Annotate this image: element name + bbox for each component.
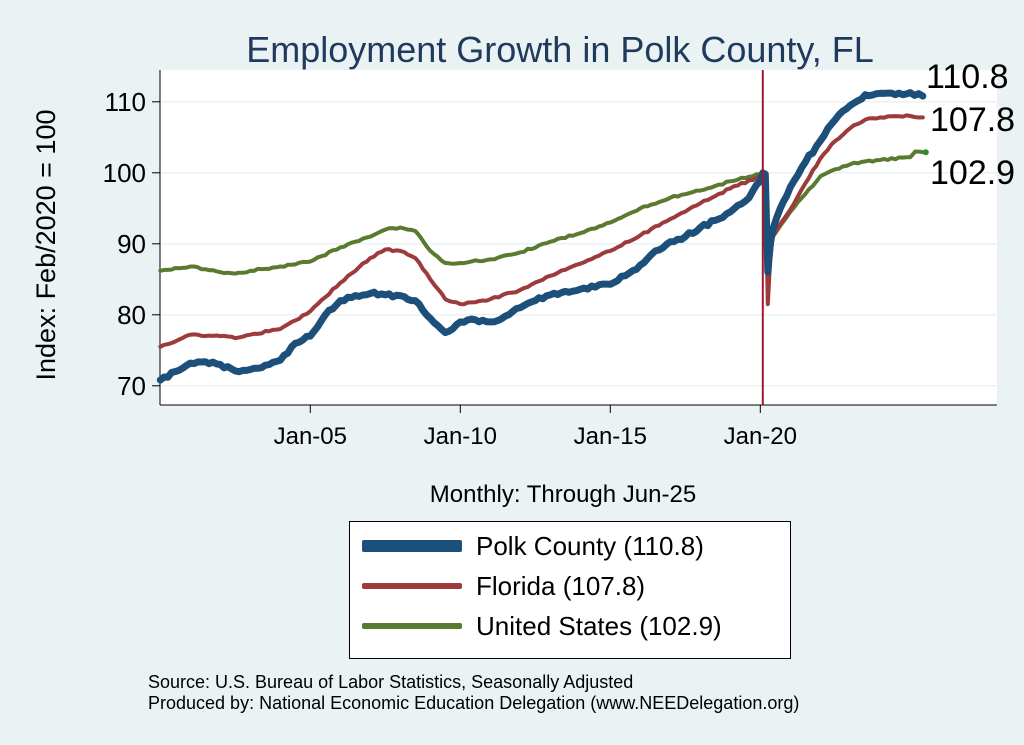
source-line: Source: U.S. Bureau of Labor Statistics,… xyxy=(148,672,634,692)
series-line-united-states xyxy=(158,149,925,276)
y-tick-label: 70 xyxy=(117,371,146,401)
legend-swatch-united-states xyxy=(362,623,462,629)
series-line-florida xyxy=(158,113,925,349)
chart-legend: Polk County (110.8) Florida (107.8) Unit… xyxy=(349,521,791,659)
x-tick-label: Jan-15 xyxy=(574,423,647,450)
legend-swatch-polk xyxy=(362,540,462,552)
chart-title: Employment Growth in Polk County, FL xyxy=(246,29,874,70)
x-tick-label: Jan-20 xyxy=(724,423,797,450)
y-tick-label: 100 xyxy=(103,158,146,188)
legend-item-polk: Polk County (110.8) xyxy=(362,531,704,561)
end-label-united-states: 102.9 xyxy=(930,154,1015,192)
legend-swatch-florida xyxy=(362,583,462,589)
x-tick-label: Jan-05 xyxy=(274,423,347,450)
end-label-florida: 107.8 xyxy=(930,101,1015,139)
legend-item-united-states: United States (102.9) xyxy=(362,611,722,641)
series-line-polk xyxy=(156,89,927,384)
end-marker-united-states xyxy=(922,149,929,156)
legend-label-polk: Polk County (110.8) xyxy=(476,530,704,561)
end-label-polk: 110.8 xyxy=(926,58,1009,96)
y-axis-label: Index: Feb/2020 = 100 xyxy=(31,110,61,381)
legend-item-florida: Florida (107.8) xyxy=(362,571,645,601)
x-tick-label: Jan-10 xyxy=(424,423,497,450)
y-tick-label: 90 xyxy=(117,229,146,259)
produced-by-line: Produced by: National Economic Education… xyxy=(148,693,800,713)
x-axis-label: Monthly: Through Jun-25 xyxy=(430,481,696,508)
legend-label-united-states: United States (102.9) xyxy=(476,610,722,641)
legend-label-florida: Florida (107.8) xyxy=(476,570,646,601)
source-note: Source: U.S. Bureau of Labor Statistics,… xyxy=(148,672,799,714)
y-tick-label: 110 xyxy=(105,87,146,117)
y-tick-label: 80 xyxy=(117,300,146,330)
